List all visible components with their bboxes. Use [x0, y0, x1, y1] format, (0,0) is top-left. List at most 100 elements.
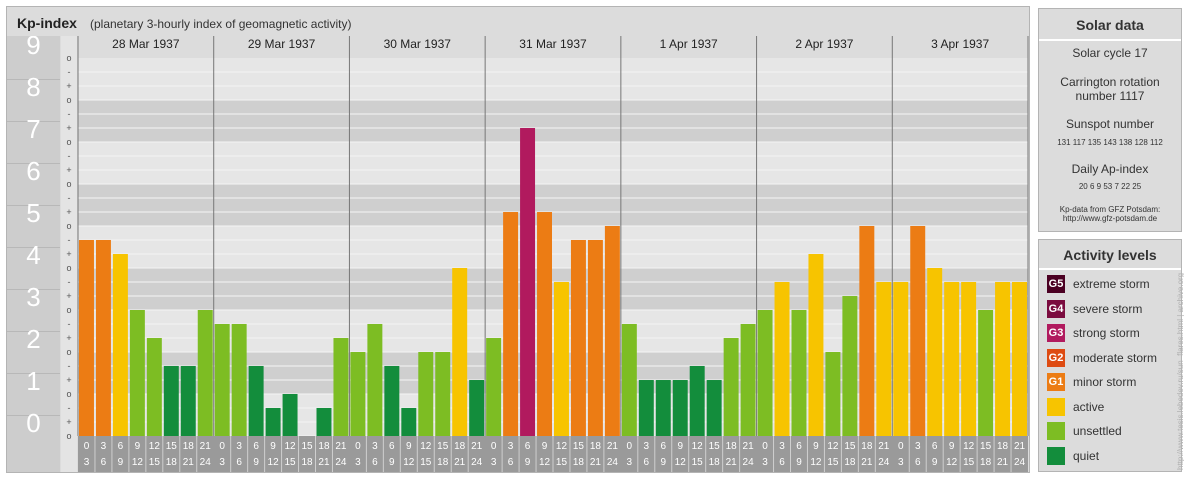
- interval-end-label: 9: [253, 457, 259, 468]
- kp-axis-divider: [7, 121, 60, 122]
- interval-end-label: 12: [268, 457, 280, 468]
- interval-end-label: 15: [963, 457, 975, 468]
- kp-minor-mark: +: [66, 417, 71, 427]
- kp-bar: [350, 352, 366, 436]
- kp-bar: [706, 380, 722, 436]
- kp-minor-mark: -: [68, 319, 71, 329]
- kp-bar: [791, 310, 807, 436]
- interval-start-label: 3: [101, 441, 107, 452]
- kp-axis-column: [7, 36, 60, 472]
- kp-band: [78, 226, 1028, 268]
- interval-end-label: 21: [454, 457, 466, 468]
- interval-start-label: 0: [898, 441, 904, 452]
- solar-data-title: Solar data: [1076, 17, 1144, 33]
- kp-minor-mark: o: [66, 53, 71, 63]
- legend-swatch: [1047, 397, 1065, 416]
- kp-band: [78, 184, 1028, 226]
- source-link[interactable]: http://www.gfz-potsdam.de: [1062, 214, 1158, 223]
- kp-bar: [282, 394, 298, 436]
- interval-start-label: 12: [556, 441, 568, 452]
- interval-end-label: 3: [627, 457, 633, 468]
- kp-axis-label: 4: [26, 240, 40, 270]
- kp-minor-mark: o: [66, 347, 71, 357]
- kp-minor-mark: +: [66, 165, 71, 175]
- interval-end-label: 24: [878, 457, 890, 468]
- interval-end-label: 6: [372, 457, 378, 468]
- interval-start-label: 15: [301, 441, 313, 452]
- chart-subtitle: (planetary 3-hourly index of geomagnetic…: [90, 17, 352, 31]
- interval-start-label: 21: [200, 441, 212, 452]
- interval-end-label: 12: [810, 457, 822, 468]
- interval-end-label: 9: [660, 457, 666, 468]
- kp-axis-label: 2: [26, 324, 40, 354]
- kp-bar: [367, 323, 383, 436]
- kp-bar: [486, 338, 502, 436]
- kp-bar: [638, 380, 654, 436]
- interval-start-label: 18: [726, 441, 738, 452]
- legend-swatch: G1: [1047, 373, 1065, 391]
- credit-text: http://www.tesis.lebedev.ru/sun_flares.h…: [1176, 272, 1184, 470]
- kp-axis-divider: [7, 289, 60, 290]
- interval-start-label: 21: [335, 441, 347, 452]
- interval-start-label: 9: [949, 441, 955, 452]
- kp-minor-mark: +: [66, 81, 71, 91]
- kp-bar: [842, 296, 858, 436]
- interval-start-label: 6: [660, 441, 666, 452]
- interval-end-label: 12: [132, 457, 144, 468]
- sunspot-label: Sunspot number: [1065, 117, 1155, 131]
- activity-levels-title: Activity levels: [1063, 247, 1157, 263]
- kp-minor-mark: -: [68, 235, 71, 245]
- legend-label: severe storm: [1073, 301, 1143, 316]
- kp-axis-label: 9: [26, 36, 40, 60]
- kp-axis-divider: [7, 373, 60, 374]
- kp-bar: [146, 338, 162, 436]
- legend-swatch: [1047, 446, 1065, 465]
- interval-end-label: 3: [219, 457, 225, 468]
- interval-start-label: 3: [236, 441, 242, 452]
- kp-bar: [757, 310, 773, 436]
- kp-minor-mark: o: [66, 221, 71, 231]
- interval-end-label: 15: [827, 457, 839, 468]
- kp-minor-mark: +: [66, 249, 71, 259]
- interval-start-label: 0: [762, 441, 768, 452]
- interval-end-label: 3: [84, 457, 90, 468]
- interval-end-label: 9: [389, 457, 395, 468]
- kp-axis-label: 8: [26, 72, 40, 102]
- interval-start-label: 9: [406, 441, 412, 452]
- day-label: 30 Mar 1937: [384, 37, 452, 51]
- interval-start-label: 21: [471, 441, 483, 452]
- interval-end-label: 12: [403, 457, 415, 468]
- interval-start-label: 12: [692, 441, 704, 452]
- interval-end-label: 24: [335, 457, 347, 468]
- ap-label: Daily Ap-index: [1071, 162, 1149, 176]
- kp-bar: [995, 281, 1011, 436]
- kp-minor-mark: -: [68, 193, 71, 203]
- kp-bar: [503, 212, 519, 436]
- kp-bar: [944, 281, 960, 436]
- kp-axis-divider: [7, 247, 60, 248]
- interval-end-label: 15: [692, 457, 704, 468]
- interval-end-label: 12: [539, 457, 551, 468]
- interval-end-label: 18: [709, 457, 721, 468]
- kp-bar: [452, 268, 468, 436]
- interval-start-label: 9: [542, 441, 548, 452]
- interval-start-label: 6: [525, 441, 531, 452]
- interval-start-label: 9: [813, 441, 819, 452]
- interval-start-label: 6: [118, 441, 124, 452]
- kp-bar: [927, 268, 943, 436]
- interval-end-label: 9: [932, 457, 938, 468]
- interval-start-label: 0: [491, 441, 497, 452]
- kp-minor-mark: +: [66, 375, 71, 385]
- kp-bar: [876, 281, 892, 436]
- carrington-line2: number 1117: [1075, 89, 1145, 103]
- day-header-strip: [78, 36, 1028, 53]
- kp-chart: 0123456789o+-o+-o+-o+-o+-o+-o+-o+-o+-o28…: [7, 36, 1029, 472]
- interval-start-label: 3: [508, 441, 514, 452]
- kp-axis-label: 6: [26, 156, 40, 186]
- kp-axis-divider: [7, 415, 60, 416]
- interval-start-label: 3: [644, 441, 650, 452]
- legend-label: strong storm: [1073, 326, 1140, 340]
- interval-start-label: 12: [420, 441, 432, 452]
- interval-start-label: 0: [355, 441, 361, 452]
- legend-label: minor storm: [1073, 375, 1137, 389]
